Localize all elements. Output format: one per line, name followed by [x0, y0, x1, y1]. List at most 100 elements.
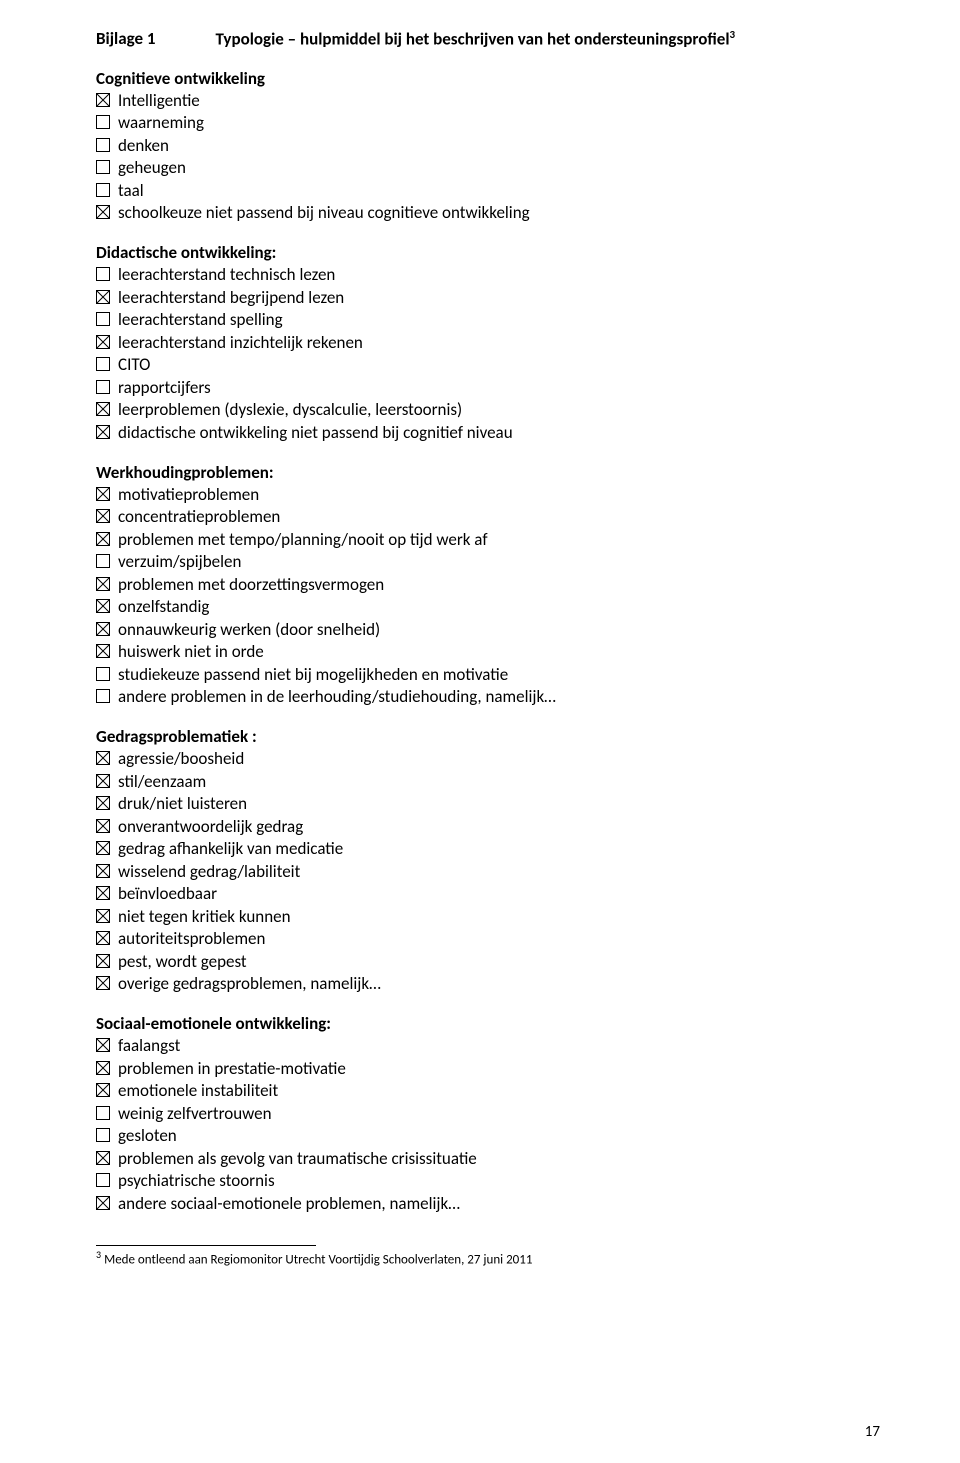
checkbox-label: onverantwoordelijk gedrag	[118, 816, 880, 838]
section: Werkhoudingproblemen:motivatieproblemenc…	[96, 462, 880, 709]
checkbox-icon[interactable]	[96, 357, 110, 371]
checkbox-icon[interactable]	[96, 1128, 110, 1142]
checkbox-icon[interactable]	[96, 819, 110, 833]
page-title: Bijlage 1 Typologie – hulpmiddel bij het…	[96, 28, 880, 50]
checkbox-label: overige gedragsproblemen, namelijk…	[118, 973, 880, 995]
checkbox-label: problemen met tempo/planning/nooit op ti…	[118, 529, 880, 551]
checkbox-icon[interactable]	[96, 599, 110, 613]
checkbox-label: autoriteitsproblemen	[118, 928, 880, 950]
checkbox-item: leerachterstand inzichtelijk rekenen	[96, 332, 880, 354]
checkbox-icon[interactable]	[96, 402, 110, 416]
section-heading: Gedragsproblematiek :	[96, 726, 880, 747]
checkbox-icon[interactable]	[96, 774, 110, 788]
checkbox-item: rapportcijfers	[96, 377, 880, 399]
document-page: Bijlage 1 Typologie – hulpmiddel bij het…	[0, 0, 960, 1463]
checkbox-item: agressie/boosheid	[96, 748, 880, 770]
checkbox-label: leerachterstand begrijpend lezen	[118, 287, 880, 309]
checkbox-icon[interactable]	[96, 487, 110, 501]
checkbox-label: psychiatrische stoornis	[118, 1170, 880, 1192]
checkbox-item: weinig zelfvertrouwen	[96, 1103, 880, 1125]
checkbox-icon[interactable]	[96, 425, 110, 439]
page-number: 17	[865, 1423, 880, 1441]
checkbox-icon[interactable]	[96, 1151, 110, 1165]
footnote: 3Mede ontleend aan Regiomonitor Utrecht …	[96, 1248, 880, 1267]
title-left: Bijlage 1	[96, 28, 156, 49]
checkbox-icon[interactable]	[96, 796, 110, 810]
checkbox-item: emotionele instabiliteit	[96, 1080, 880, 1102]
checkbox-label: problemen in prestatie-motivatie	[118, 1058, 880, 1080]
checkbox-icon[interactable]	[96, 909, 110, 923]
checkbox-label: pest, wordt gepest	[118, 951, 880, 973]
checkbox-icon[interactable]	[96, 554, 110, 568]
checkbox-icon[interactable]	[96, 864, 110, 878]
checkbox-icon[interactable]	[96, 689, 110, 703]
checkbox-icon[interactable]	[96, 380, 110, 394]
checkbox-icon[interactable]	[96, 290, 110, 304]
checkbox-icon[interactable]	[96, 93, 110, 107]
checkbox-icon[interactable]	[96, 1083, 110, 1097]
checkbox-item: onnauwkeurig werken (door snelheid)	[96, 619, 880, 641]
checkbox-icon[interactable]	[96, 886, 110, 900]
checkbox-item: verzuim/spijbelen	[96, 551, 880, 573]
checkbox-icon[interactable]	[96, 335, 110, 349]
checkbox-label: huiswerk niet in orde	[118, 641, 880, 663]
checkbox-item: problemen met tempo/planning/nooit op ti…	[96, 529, 880, 551]
title-right-text: Typologie – hulpmiddel bij het beschrijv…	[216, 29, 730, 50]
section-heading: Didactische ontwikkeling:	[96, 242, 880, 263]
checkbox-icon[interactable]	[96, 931, 110, 945]
checkbox-label: agressie/boosheid	[118, 748, 880, 770]
footnote-number: 3	[96, 1248, 101, 1261]
checkbox-icon[interactable]	[96, 1061, 110, 1075]
section: Cognitieve ontwikkelingIntelligentiewaar…	[96, 68, 880, 225]
checkbox-icon[interactable]	[96, 115, 110, 129]
checkbox-label: beïnvloedbaar	[118, 883, 880, 905]
checkbox-icon[interactable]	[96, 138, 110, 152]
checkbox-icon[interactable]	[96, 205, 110, 219]
checkbox-item: problemen met doorzettingsvermogen	[96, 574, 880, 596]
checkbox-item: leerproblemen (dyslexie, dyscalculie, le…	[96, 399, 880, 421]
checkbox-icon[interactable]	[96, 312, 110, 326]
checkbox-icon[interactable]	[96, 841, 110, 855]
checkbox-icon[interactable]	[96, 1173, 110, 1187]
checkbox-icon[interactable]	[96, 1106, 110, 1120]
checkbox-label: leerachterstand spelling	[118, 309, 880, 331]
checkbox-icon[interactable]	[96, 532, 110, 546]
checkbox-icon[interactable]	[96, 751, 110, 765]
checkbox-icon[interactable]	[96, 954, 110, 968]
checkbox-label: onnauwkeurig werken (door snelheid)	[118, 619, 880, 641]
section-heading: Cognitieve ontwikkeling	[96, 68, 880, 89]
checkbox-label: leerproblemen (dyslexie, dyscalculie, le…	[118, 399, 880, 421]
section-heading: Sociaal-emotionele ontwikkeling:	[96, 1013, 880, 1034]
checkbox-item: onzelfstandig	[96, 596, 880, 618]
checkbox-label: studiekeuze passend niet bij mogelijkhed…	[118, 664, 880, 686]
checkbox-item: CITO	[96, 354, 880, 376]
checkbox-label: rapportcijfers	[118, 377, 880, 399]
checkbox-item: didactische ontwikkeling niet passend bi…	[96, 422, 880, 444]
checkbox-icon[interactable]	[96, 267, 110, 281]
checkbox-icon[interactable]	[96, 1038, 110, 1052]
checkbox-item: autoriteitsproblemen	[96, 928, 880, 950]
checkbox-label: waarneming	[118, 112, 880, 134]
checkbox-item: wisselend gedrag/labiliteit	[96, 861, 880, 883]
section: Gedragsproblematiek :agressie/boosheidst…	[96, 726, 880, 995]
checkbox-icon[interactable]	[96, 644, 110, 658]
checkbox-icon[interactable]	[96, 577, 110, 591]
checkbox-icon[interactable]	[96, 160, 110, 174]
checkbox-label: Intelligentie	[118, 90, 880, 112]
checkbox-item: gesloten	[96, 1125, 880, 1147]
checkbox-item: andere problemen in de leerhouding/studi…	[96, 686, 880, 708]
checkbox-icon[interactable]	[96, 622, 110, 636]
checkbox-icon[interactable]	[96, 183, 110, 197]
checkbox-item: motivatieproblemen	[96, 484, 880, 506]
checkbox-label: andere sociaal-emotionele problemen, nam…	[118, 1193, 880, 1215]
checkbox-icon[interactable]	[96, 509, 110, 523]
checkbox-icon[interactable]	[96, 976, 110, 990]
checkbox-label: problemen als gevolg van traumatische cr…	[118, 1148, 880, 1170]
checkbox-item: concentratieproblemen	[96, 506, 880, 528]
checkbox-item: onverantwoordelijk gedrag	[96, 816, 880, 838]
checkbox-icon[interactable]	[96, 667, 110, 681]
checkbox-icon[interactable]	[96, 1196, 110, 1210]
checkbox-item: problemen als gevolg van traumatische cr…	[96, 1148, 880, 1170]
checkbox-label: problemen met doorzettingsvermogen	[118, 574, 880, 596]
checkbox-label: concentratieproblemen	[118, 506, 880, 528]
